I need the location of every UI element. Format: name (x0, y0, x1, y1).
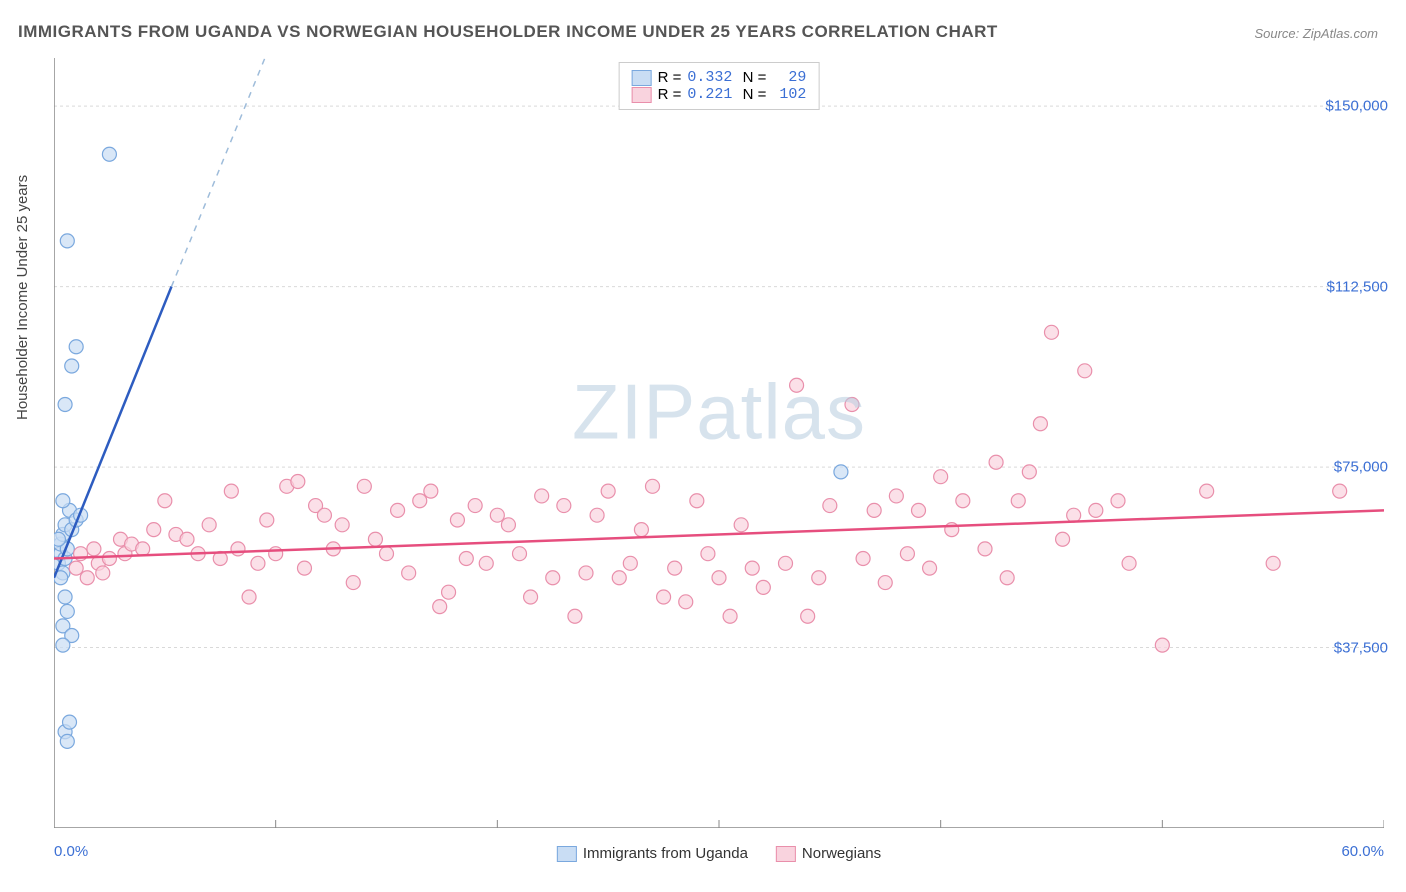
chart-title: IMMIGRANTS FROM UGANDA VS NORWEGIAN HOUS… (18, 22, 998, 42)
y-axis-tick-label: $150,000 (1325, 98, 1388, 115)
y-axis-tick-label: $75,000 (1334, 459, 1388, 476)
y-axis-label: Householder Income Under 25 years (14, 175, 31, 420)
y-axis-tick-label: $37,500 (1334, 639, 1388, 656)
source-label: Source: ZipAtlas.com (1254, 26, 1378, 41)
series-legend: Immigrants from Uganda Norwegians (557, 845, 881, 862)
legend-stat-row: R =0.332 N =29 (632, 69, 807, 86)
legend-stat-row: R =0.221 N =102 (632, 86, 807, 103)
chart-area: ZIPatlas R =0.332 N =29 R =0.221 N =102 … (54, 58, 1384, 828)
legend-series-item: Norwegians (776, 845, 881, 862)
y-axis-tick-label: $112,500 (1327, 278, 1388, 295)
x-axis-max-label: 60.0% (1341, 843, 1384, 860)
legend-series-item: Immigrants from Uganda (557, 845, 748, 862)
correlation-legend: R =0.332 N =29 R =0.221 N =102 (619, 62, 820, 110)
x-axis-min-label: 0.0% (54, 843, 88, 860)
scatter-plot (54, 58, 1384, 828)
